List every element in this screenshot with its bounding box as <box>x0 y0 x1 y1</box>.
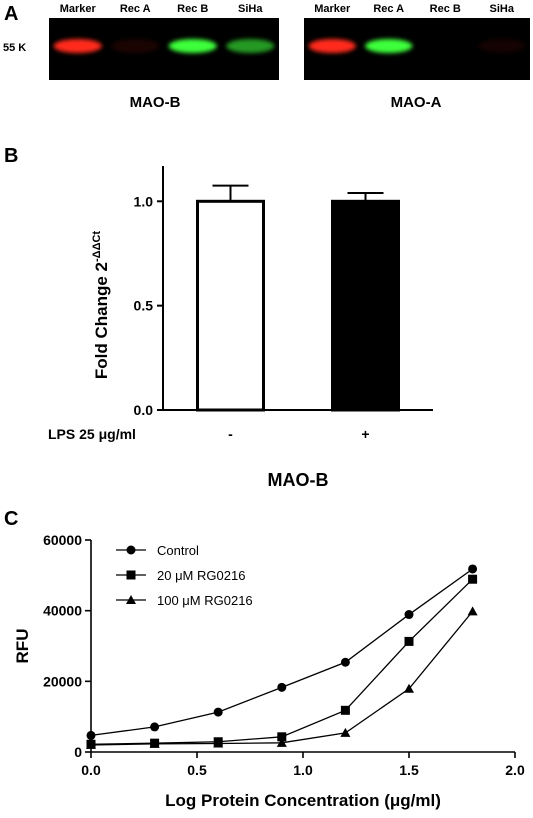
line-chart: 0 20000 40000 60000 0.0 0.5 1.0 1.5 2.0 Log Prote… <box>13 532 525 810</box>
blot-lane-label: Marker <box>60 3 97 15</box>
series-line <box>90 578 474 745</box>
bar <box>196 199 265 412</box>
data-point <box>340 705 350 715</box>
y-tick-label: 60000 <box>43 532 82 548</box>
blot-size-marker: 55 K <box>3 42 26 54</box>
y-axis-title: Fold Change 2-ΔΔCt <box>91 231 111 380</box>
series-line <box>90 610 474 746</box>
blot-mao-a: MAO-A Marker Rec A Rec B SiHa <box>304 3 530 111</box>
blot-caption: MAO-B <box>130 94 181 111</box>
x-tick-label: 2.0 <box>505 762 525 778</box>
data-point <box>277 732 287 742</box>
legend-entry: Control <box>157 543 199 558</box>
data-point <box>86 730 96 740</box>
y-tick-label: 0.5 <box>134 298 154 314</box>
y-tick-label: 0 <box>74 744 82 760</box>
blot-lane-label: Rec B <box>177 3 208 15</box>
legend-marker <box>126 595 136 604</box>
bar <box>331 199 400 412</box>
panel-b-letter: B <box>4 145 18 167</box>
panel-a-letter: A <box>4 3 18 25</box>
data-point <box>340 657 350 667</box>
series-triangle <box>86 606 478 749</box>
x-tick-label: 0.5 <box>187 762 207 778</box>
data-point <box>404 636 414 646</box>
data-point <box>213 707 223 717</box>
legend-entry: 20 μM RG0216 <box>157 568 245 583</box>
blot-mao-b: 55 K MAO-B Marker Rec A Rec B SiHa <box>3 3 279 111</box>
y-tick-label: 40000 <box>43 603 82 619</box>
category-axis-label: LPS 25 μg/ml <box>48 426 136 442</box>
data-point <box>149 738 160 748</box>
series-line <box>90 568 473 737</box>
x-tick-label: 0.0 <box>81 762 101 778</box>
blot-band <box>111 39 160 53</box>
blot-band <box>168 39 217 53</box>
data-point <box>277 682 287 692</box>
category-label: - <box>228 426 233 442</box>
blot-caption: MAO-A <box>391 94 442 111</box>
blot-band <box>53 39 102 53</box>
data-point <box>340 727 351 737</box>
blot-lane-label: Rec B <box>430 3 461 15</box>
chart-caption: MAO-B <box>268 470 329 490</box>
x-tick-label: 1.0 <box>293 762 313 778</box>
y-tick-label: 20000 <box>43 673 82 689</box>
data-point <box>468 574 478 584</box>
category-label: + <box>361 426 369 442</box>
x-axis-title: Log Protein Concentration (μg/ml) <box>165 791 441 810</box>
series-circle <box>86 564 478 740</box>
y-tick-label: 0.0 <box>134 402 154 418</box>
blot-lane-label: Rec A <box>120 3 151 15</box>
x-tick-label: 1.5 <box>399 762 419 778</box>
data-point <box>467 606 478 616</box>
data-point <box>404 683 414 693</box>
blot-lane-label: SiHa <box>238 3 263 15</box>
legend-entry: 100 μM RG0216 <box>157 593 253 608</box>
panel-c-letter: C <box>4 508 18 530</box>
blot-lane-label: Marker <box>314 3 351 15</box>
data-point <box>276 737 287 747</box>
blot-lane-label: SiHa <box>490 3 515 15</box>
data-point <box>86 739 96 749</box>
blot-band <box>308 39 356 53</box>
data-point <box>150 722 160 732</box>
blot-lane-label: Rec A <box>373 3 404 15</box>
blot-band <box>365 39 413 53</box>
data-point <box>213 738 224 748</box>
data-point <box>468 564 478 574</box>
legend-marker <box>126 570 136 580</box>
series-square <box>86 574 478 749</box>
y-tick-label: 1.0 <box>134 193 154 209</box>
y-axis-title: RFU <box>13 629 32 664</box>
bar-chart: 0.0 0.5 1.0 - + LPS 25 μg/ml Fold Change 2-ΔΔC… <box>48 166 433 490</box>
data-point <box>404 610 414 620</box>
blot-band <box>478 39 526 53</box>
legend-marker <box>126 545 136 555</box>
blot-band <box>226 39 275 53</box>
